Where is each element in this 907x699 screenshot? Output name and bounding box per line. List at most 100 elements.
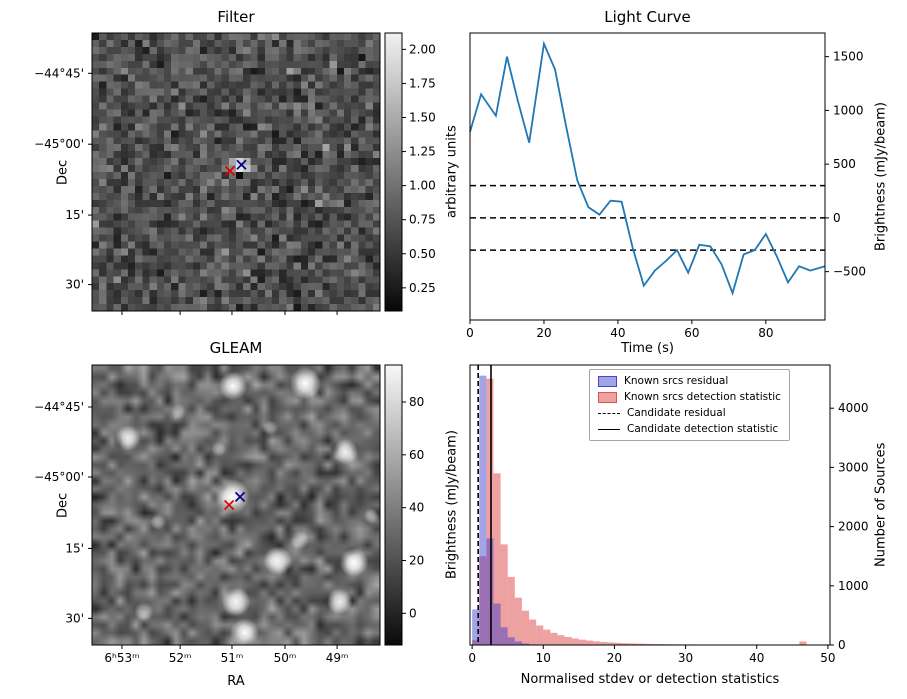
- histogram-bar: [493, 473, 501, 645]
- histogram-bar: [642, 643, 650, 645]
- histogram-bar: [507, 576, 515, 645]
- histogram-ytick-label: 4000: [838, 401, 869, 415]
- histogram-bar: [521, 610, 530, 645]
- lightcurve-xlabel: Time (s): [621, 341, 674, 356]
- filter-marker-x: [236, 159, 247, 170]
- filter-marker-x: [224, 165, 236, 176]
- legend-swatch-detection: [598, 391, 617, 403]
- gleam-title: GLEAM: [209, 339, 263, 357]
- histogram-bar: [571, 638, 579, 645]
- gleam-xlabel: RA: [227, 674, 245, 689]
- histogram-bar: [493, 603, 501, 645]
- histogram-xtick-label: 50: [820, 651, 835, 665]
- gleam-xtick-label: 52ᵐ: [169, 651, 192, 665]
- gleam-cbtick-label: 0: [409, 606, 417, 620]
- histogram-ytick-label: 1000: [838, 579, 869, 593]
- gleam-cbtick-label: 80: [409, 395, 424, 409]
- filter-title: Filter: [217, 8, 255, 26]
- histogram-xtick-label: 0: [468, 651, 476, 665]
- histogram-ytick-label: 2000: [838, 520, 869, 534]
- histogram-ytick-label: 3000: [838, 460, 869, 474]
- histogram-bar: [536, 625, 544, 645]
- histogram-ytick-label: 0: [838, 638, 846, 652]
- histogram-bar: [486, 538, 494, 645]
- filter-spine: [91, 32, 381, 312]
- histogram-bar: [628, 643, 636, 645]
- filter-cbtick-label: 1.00: [409, 179, 436, 193]
- lightcurve-ytick-label: 1500: [833, 50, 864, 64]
- filter-colorbar: [385, 33, 402, 311]
- legend-item-known-detection: Known srcs detection statistic: [598, 391, 781, 403]
- histogram-bar: [507, 637, 515, 645]
- histogram-bar: [479, 556, 487, 645]
- histogram-bar: [529, 619, 537, 645]
- gleam-xtick-label: 6ʰ53ᵐ: [104, 651, 139, 665]
- filter-ytick-label: 30': [65, 278, 84, 292]
- histogram-bar: [614, 642, 622, 645]
- gleam-marker-x: [234, 491, 246, 502]
- lightcurve-xtick-label: 80: [758, 326, 773, 340]
- filter-image: [92, 33, 380, 311]
- gleam-colorbar: [385, 365, 402, 645]
- lightcurve-xtick-label: 20: [536, 326, 551, 340]
- legend-label: Candidate detection statistic: [627, 423, 779, 435]
- histogram-bar: [585, 640, 594, 645]
- histogram-xtick-label: 20: [607, 651, 622, 665]
- histogram-bar: [593, 641, 601, 645]
- filter-cbtick-label: 1.25: [409, 145, 436, 159]
- legend-solid-line-sample: [598, 428, 620, 430]
- gleam-image: [92, 365, 380, 645]
- lightcurve-ytick-label: 500: [833, 157, 856, 171]
- legend-label: Candidate residual: [627, 407, 726, 419]
- filter-cbtick-label: 1.75: [409, 76, 436, 90]
- lightcurve-title: Light Curve: [604, 8, 691, 26]
- lightcurve-ytick-label: 1000: [833, 103, 864, 117]
- histogram-bar: [521, 643, 530, 645]
- filter-cbtick-label: 2.00: [409, 42, 436, 56]
- lightcurve-xtick-label: 0: [466, 326, 474, 340]
- gleam-xtick-label: 50ᵐ: [274, 651, 297, 665]
- legend-label: Known srcs residual: [624, 375, 729, 387]
- histogram-legend: Known srcs residual Known srcs detection…: [589, 369, 790, 441]
- gleam-cbtick-label: 40: [409, 501, 424, 515]
- histogram-xtick-label: 30: [678, 651, 693, 665]
- histogram-xtick-label: 40: [749, 651, 764, 665]
- filter-cbtick-label: 1.50: [409, 110, 436, 124]
- histogram-bar: [500, 544, 508, 645]
- histogram-bar: [600, 641, 608, 645]
- lightcurve-spine: [469, 32, 826, 321]
- histogram-bar: [543, 629, 551, 645]
- histogram-bar: [514, 641, 522, 645]
- histogram-bar: [621, 643, 629, 645]
- gleam-ytick-label: −44°45': [34, 400, 84, 414]
- gleam-xtick-label: 49ᵐ: [326, 651, 349, 665]
- legend-dashed-line-sample: [598, 412, 620, 414]
- gleam-xtick-label: 51ᵐ: [221, 651, 244, 665]
- legend-item-candidate-residual: Candidate residual: [598, 407, 781, 419]
- histogram-bar: [472, 640, 480, 645]
- histogram-xlabel: Normalised stdev or detection statistics: [520, 672, 780, 687]
- histogram-bar: [557, 635, 565, 645]
- histogram-bar: [500, 627, 508, 645]
- histogram-bar: [635, 643, 643, 645]
- filter-cbtick-label: 0.25: [409, 281, 436, 295]
- lightcurve-xtick-label: 40: [610, 326, 625, 340]
- histogram-xtick-label: 10: [536, 651, 551, 665]
- lightcurve-xtick-label: 60: [684, 326, 699, 340]
- histogram-bar: [578, 639, 586, 645]
- lightcurve-ytick-label: 0: [833, 211, 841, 225]
- gleam-spine: [91, 364, 381, 646]
- lightcurve-ytick-label: −500: [833, 265, 866, 279]
- filter-ytick-label: 15': [65, 208, 84, 222]
- legend-swatch-residual: [598, 375, 617, 387]
- histogram-bar: [472, 609, 480, 645]
- filter-colorbar-spine: [384, 32, 403, 312]
- filter-cbtick-label: 0.50: [409, 247, 436, 261]
- gleam-ytick-label: 30': [65, 611, 84, 625]
- lightcurve-line: [469, 40, 826, 296]
- legend-item-known-residual: Known srcs residual: [598, 375, 781, 387]
- histogram-bar: [564, 637, 572, 645]
- gleam-marker-x: [223, 499, 235, 511]
- histogram-bar: [514, 597, 522, 645]
